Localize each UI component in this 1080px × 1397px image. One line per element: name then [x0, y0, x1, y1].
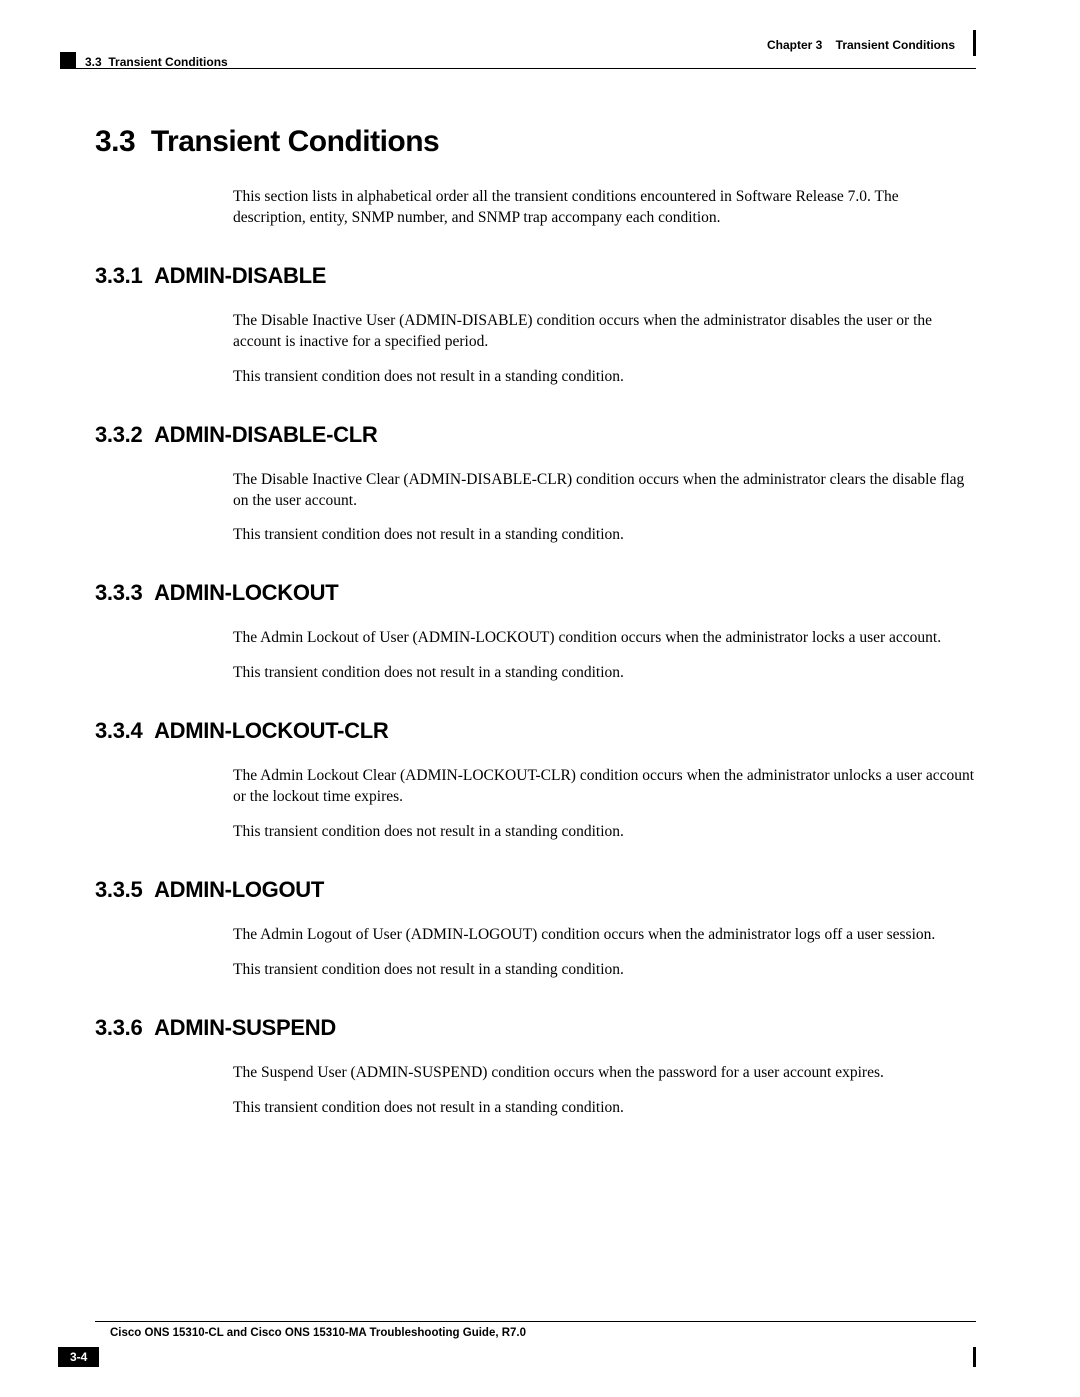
header-right-divider — [973, 30, 976, 56]
section-paragraph: This transient condition does not result… — [233, 1098, 975, 1119]
header-left: 3.3 Transient Conditions — [85, 55, 228, 69]
content-area: 3.3 Transient Conditions This section li… — [95, 125, 985, 1119]
section-paragraph: The Admin Logout of User (ADMIN-LOGOUT) … — [233, 925, 975, 946]
section-heading: 3.3.1 ADMIN-DISABLE — [95, 263, 985, 289]
section-number: 3.3.3 — [95, 580, 142, 605]
intro-paragraph: This section lists in alphabetical order… — [233, 187, 975, 229]
section-number: 3.3.5 — [95, 877, 142, 902]
section-title: ADMIN-SUSPEND — [154, 1015, 336, 1040]
header-left-marker — [60, 52, 76, 68]
header-title-right: Transient Conditions — [836, 38, 955, 52]
section-heading: 3.3.4 ADMIN-LOCKOUT-CLR — [95, 718, 985, 744]
section-number: 3.3.4 — [95, 718, 142, 743]
main-heading: 3.3 Transient Conditions — [95, 125, 985, 159]
header-section-title: Transient Conditions — [108, 55, 227, 69]
section-title: ADMIN-DISABLE-CLR — [154, 422, 377, 447]
document-page: Chapter 3 Transient Conditions 3.3 Trans… — [0, 0, 1080, 1397]
section-paragraph: The Suspend User (ADMIN-SUSPEND) conditi… — [233, 1063, 975, 1084]
footer-rule — [95, 1321, 976, 1322]
header-right: Chapter 3 Transient Conditions — [767, 38, 955, 52]
section-heading: 3.3.3 ADMIN-LOCKOUT — [95, 580, 985, 606]
header-rule — [60, 68, 976, 69]
main-heading-text: Transient Conditions — [151, 125, 439, 158]
section-heading: 3.3.2 ADMIN-DISABLE-CLR — [95, 422, 985, 448]
section-number: 3.3.2 — [95, 422, 142, 447]
section-paragraph: This transient condition does not result… — [233, 822, 975, 843]
footer-guide-title: Cisco ONS 15310-CL and Cisco ONS 15310-M… — [110, 1327, 526, 1339]
section-number: 3.3.1 — [95, 263, 142, 288]
section-paragraph: The Admin Lockout Clear (ADMIN-LOCKOUT-C… — [233, 766, 975, 808]
section-paragraph: The Admin Lockout of User (ADMIN-LOCKOUT… — [233, 628, 975, 649]
section-paragraph: This transient condition does not result… — [233, 960, 975, 981]
section-heading: 3.3.6 ADMIN-SUSPEND — [95, 1015, 985, 1041]
section-paragraph: This transient condition does not result… — [233, 367, 975, 388]
section-title: ADMIN-LOCKOUT-CLR — [154, 718, 388, 743]
section-title: ADMIN-LOGOUT — [154, 877, 324, 902]
section-paragraph: This transient condition does not result… — [233, 663, 975, 684]
section-number: 3.3.6 — [95, 1015, 142, 1040]
page-number: 3-4 — [58, 1347, 99, 1367]
section-title: ADMIN-LOCKOUT — [154, 580, 338, 605]
header-section-number: 3.3 — [85, 55, 102, 69]
section-paragraph: The Disable Inactive User (ADMIN-DISABLE… — [233, 311, 975, 353]
main-heading-number: 3.3 — [95, 125, 135, 158]
section-paragraph: This transient condition does not result… — [233, 525, 975, 546]
section-heading: 3.3.5 ADMIN-LOGOUT — [95, 877, 985, 903]
header-chapter: Chapter 3 — [767, 38, 822, 52]
footer-right-marker — [973, 1347, 976, 1367]
section-title: ADMIN-DISABLE — [154, 263, 326, 288]
section-paragraph: The Disable Inactive Clear (ADMIN-DISABL… — [233, 470, 975, 512]
